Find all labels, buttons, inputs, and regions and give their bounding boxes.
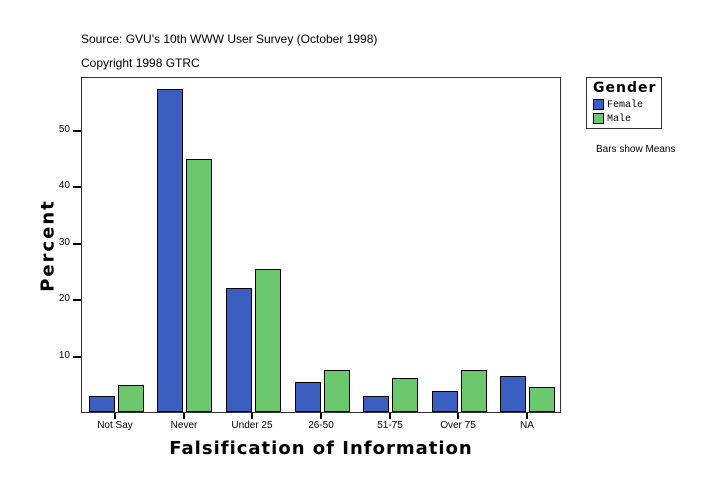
legend-item-female: Female <box>593 99 643 111</box>
legend-title: Gender <box>593 80 657 96</box>
y-tick-label: 30 <box>58 237 70 248</box>
bar-male <box>461 370 487 412</box>
female-swatch-icon <box>593 99 604 110</box>
legend: Gender Female Male <box>586 77 662 129</box>
bar-female <box>432 391 458 412</box>
x-tick-label: 26-50 <box>308 420 334 431</box>
x-tick-label: Not Say <box>97 420 133 431</box>
y-tick-label: 40 <box>58 180 70 191</box>
bar-male <box>118 385 144 412</box>
y-tick <box>73 356 81 358</box>
bar-male <box>186 159 212 412</box>
source-text: Source: GVU's 10th WWW User Survey (Octo… <box>81 32 378 46</box>
y-tick <box>73 243 81 245</box>
bar-female <box>363 396 389 412</box>
bar-female <box>226 288 252 412</box>
bar-male <box>324 370 350 412</box>
y-tick-label: 50 <box>58 124 70 135</box>
bar-female <box>89 396 115 412</box>
y-tick-label: 10 <box>58 350 70 361</box>
x-tick-label: Never <box>170 420 198 431</box>
plot-area <box>81 77 561 413</box>
x-tick-label: 51-75 <box>377 420 403 431</box>
bar-male <box>255 269 281 412</box>
male-swatch-icon <box>593 113 604 124</box>
bar-female <box>157 89 183 412</box>
copyright-text: Copyright 1998 GTRC <box>81 56 200 70</box>
x-tick <box>526 413 528 419</box>
y-tick-label: 20 <box>58 293 70 304</box>
x-tick <box>320 413 322 419</box>
bar-male <box>529 387 555 412</box>
x-tick <box>389 413 391 419</box>
x-tick-label: NA <box>520 420 534 431</box>
x-tick <box>114 413 116 419</box>
x-tick <box>183 413 185 419</box>
x-axis-title: Falsification of Information <box>169 438 473 459</box>
bar-male <box>392 378 418 412</box>
x-tick <box>251 413 253 419</box>
y-tick <box>73 186 81 188</box>
bar-female <box>500 376 526 412</box>
bars-note: Bars show Means <box>596 144 676 155</box>
legend-item-male: Male <box>593 113 631 125</box>
x-tick <box>457 413 459 419</box>
y-tick <box>73 130 81 132</box>
x-tick-label: Over 75 <box>440 420 476 431</box>
x-tick-label: Under 25 <box>231 420 273 431</box>
bar-female <box>295 382 321 412</box>
y-tick <box>73 299 81 301</box>
